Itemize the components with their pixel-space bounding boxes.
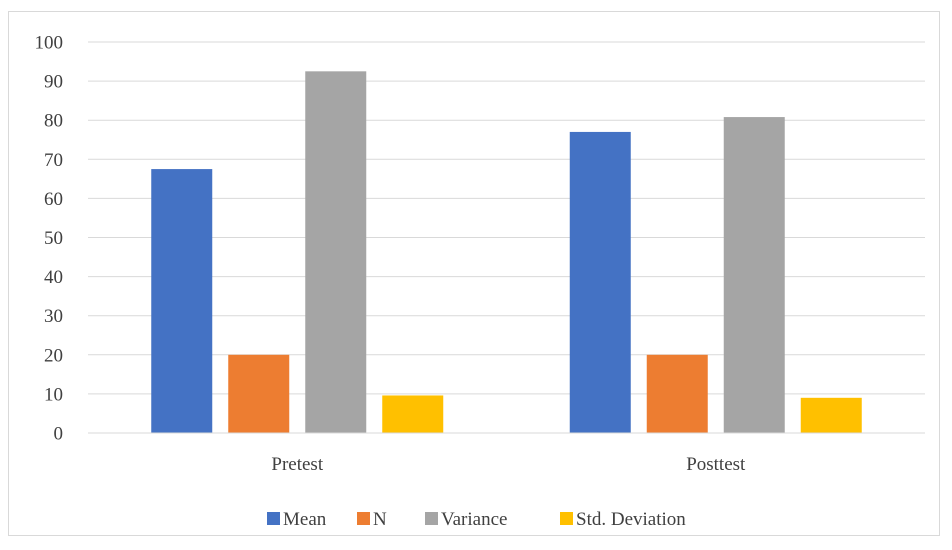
gridlines xyxy=(88,41,925,395)
y-tick-label: 10 xyxy=(44,384,63,405)
y-tick-label: 0 xyxy=(54,424,64,445)
y-tick-label: 20 xyxy=(44,345,63,366)
legend-label: N xyxy=(373,509,387,530)
bar-n-pretest xyxy=(228,354,290,433)
x-category-label: Posttest xyxy=(686,454,746,475)
bar-mean-posttest xyxy=(569,131,631,433)
x-category-label: Pretest xyxy=(271,454,323,475)
y-tick-label: 50 xyxy=(44,228,63,249)
y-tick-label: 100 xyxy=(35,33,64,54)
y-axis-ticks: 0 10 20 30 40 50 60 70 80 90 100 xyxy=(35,33,64,445)
bar-mean-pretest xyxy=(151,169,213,433)
legend-swatch xyxy=(357,512,370,525)
bar-variance-pretest xyxy=(305,71,367,433)
bar-std-deviation-pretest xyxy=(382,395,444,433)
legend: Mean N Variance Std. Deviation xyxy=(267,509,686,530)
bars xyxy=(151,71,862,434)
legend-label: Mean xyxy=(283,509,327,530)
bar-std-deviation-posttest xyxy=(800,397,862,433)
y-tick-label: 80 xyxy=(44,111,63,132)
bar-variance-posttest xyxy=(723,117,785,434)
legend-label: Variance xyxy=(441,509,507,530)
y-tick-label: 60 xyxy=(44,189,63,210)
bar-n-posttest xyxy=(646,354,708,433)
legend-swatch xyxy=(425,512,438,525)
legend-swatch xyxy=(267,512,280,525)
y-tick-label: 40 xyxy=(44,267,63,288)
x-axis: Pretest Posttest xyxy=(88,432,925,475)
legend-swatch xyxy=(560,512,573,525)
y-tick-label: 70 xyxy=(44,150,63,171)
y-tick-label: 30 xyxy=(44,306,63,327)
y-tick-label: 90 xyxy=(44,72,63,93)
legend-label: Std. Deviation xyxy=(576,509,686,530)
